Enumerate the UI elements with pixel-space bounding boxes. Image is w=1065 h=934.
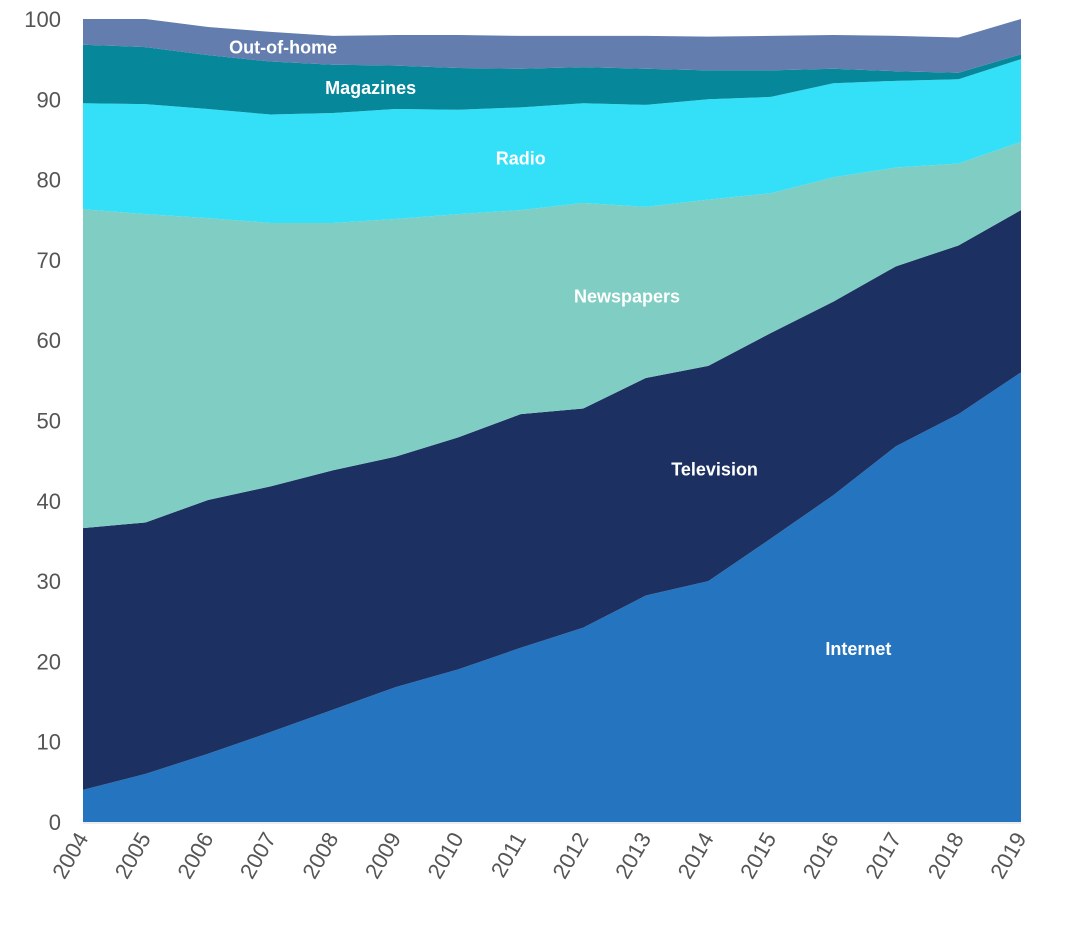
x-tick-label: 2006 xyxy=(172,828,218,883)
series-label-television: Television xyxy=(671,460,758,480)
y-tick-label: 40 xyxy=(37,489,61,514)
series-label-internet: Internet xyxy=(825,639,891,659)
series-label-newspapers: Newspapers xyxy=(574,286,680,306)
x-tick-label: 2009 xyxy=(360,828,406,883)
area-out-of-home xyxy=(83,19,1021,73)
x-tick-label: 2017 xyxy=(860,828,906,883)
area-radio xyxy=(83,59,1021,223)
y-tick-label: 50 xyxy=(37,409,61,434)
y-tick-label: 100 xyxy=(24,7,61,32)
y-tick-label: 0 xyxy=(49,810,61,835)
areas-layer xyxy=(83,19,1021,822)
series-labels: Internet Television Newspapers Radio Magazin… xyxy=(229,37,891,658)
x-tick-label: 2015 xyxy=(735,828,781,883)
x-tick-label: 2008 xyxy=(297,828,343,883)
x-tick-label: 2010 xyxy=(422,828,468,883)
x-tick-label: 2007 xyxy=(235,828,281,883)
series-label-magazines: Magazines xyxy=(325,78,416,98)
x-axis: 2004 2005 2006 2007 2008 2009 2010 2011 2012 2013… xyxy=(47,822,1031,883)
y-tick-label: 30 xyxy=(37,569,61,594)
area-magazines xyxy=(83,44,1021,115)
x-tick-label: 2005 xyxy=(110,828,156,883)
x-tick-label: 2019 xyxy=(985,828,1031,883)
y-tick-label: 60 xyxy=(37,328,61,353)
x-tick-label: 2016 xyxy=(798,828,844,883)
y-tick-label: 10 xyxy=(37,730,61,755)
y-axis: 0 10 20 30 40 50 60 70 80 90 100 xyxy=(24,7,61,835)
x-tick-label: 2018 xyxy=(923,828,969,883)
area-internet xyxy=(83,372,1021,822)
series-label-out-of-home: Out-of-home xyxy=(229,37,337,57)
x-tick-label: 2011 xyxy=(486,828,531,881)
area-television xyxy=(83,210,1021,790)
x-tick-label: 2012 xyxy=(547,828,593,883)
area-newspapers xyxy=(83,141,1021,529)
y-tick-label: 20 xyxy=(37,649,61,674)
y-tick-label: 70 xyxy=(37,248,61,273)
y-tick-label: 80 xyxy=(37,168,61,193)
x-tick-label: 2014 xyxy=(673,828,719,883)
series-label-radio: Radio xyxy=(496,149,546,169)
x-tick-label: 2004 xyxy=(47,828,93,883)
y-tick-label: 90 xyxy=(37,87,61,112)
x-tick-label: 2013 xyxy=(610,828,656,883)
